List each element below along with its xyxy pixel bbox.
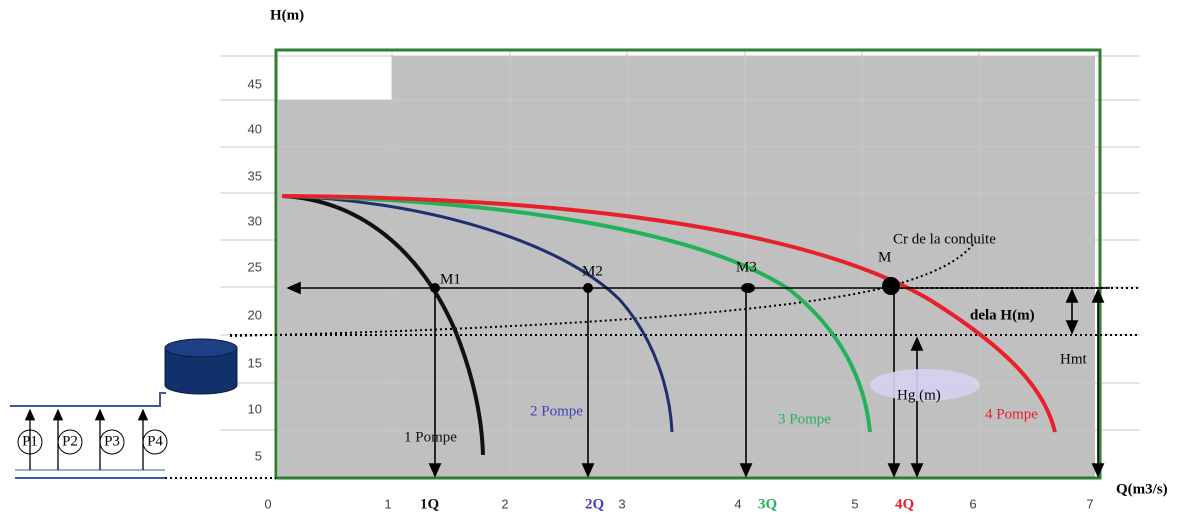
flow-label: 4Q (895, 496, 915, 512)
pipe-curve-label: Cr de la conduite (893, 231, 996, 247)
hmt-label: Hmt (1060, 351, 1088, 367)
point-label: M2 (582, 263, 603, 279)
x-tick-label: 3 (618, 496, 625, 511)
x-tick-label: 2 (501, 496, 508, 511)
y-ticks: 45 40 35 30 25 20 15 10 5 (248, 76, 262, 463)
station: P1 P2 P3 P4 (10, 339, 237, 478)
pump-diagram: 45 40 35 30 25 20 15 10 5 0 1 2 3 4 5 6 … (0, 0, 1203, 524)
point-label: M1 (440, 271, 461, 287)
x-tick-label: 4 (734, 496, 741, 511)
x-tick-label: 0 (264, 496, 271, 511)
point (583, 283, 593, 293)
y-tick-label: 25 (248, 259, 262, 274)
y-tick-label: 30 (248, 213, 262, 228)
pump-label: P1 (22, 433, 38, 449)
point (430, 283, 440, 293)
y-axis-title: H(m) (270, 7, 304, 23)
point-label: M3 (736, 259, 757, 275)
x-tick-label: 7 (1086, 496, 1093, 511)
x-axis-title: Q(m3/s) (1116, 481, 1168, 497)
y-tick-label: 20 (248, 307, 262, 322)
y-tick-label: 15 (248, 355, 262, 370)
flow-label: 1Q (420, 496, 440, 512)
point (741, 283, 755, 293)
pump-label: P3 (104, 433, 120, 449)
curve-label: 3 Pompe (778, 411, 831, 427)
flow-label: 3Q (758, 496, 778, 512)
curve-label: 4 Pompe (985, 406, 1038, 422)
x-tick-label: 6 (969, 496, 976, 511)
hg-label: Hg (m) (897, 387, 941, 403)
point (882, 277, 900, 295)
x-ticks: 0 1 2 3 4 5 6 7 (264, 496, 1093, 511)
x-tick-label: 5 (851, 496, 858, 511)
curve-label: 2 Pompe (530, 403, 583, 419)
delta-h-label: dela H(m) (970, 307, 1035, 323)
y-tick-label: 10 (248, 401, 262, 416)
x-tick-label: 1 (384, 496, 391, 511)
curve-label: 1 Pompe (404, 429, 457, 445)
y-tick-label: 35 (248, 168, 262, 183)
y-tick-label: 40 (248, 121, 262, 136)
pump-label: P4 (147, 433, 163, 449)
pump-label: P2 (62, 433, 78, 449)
y-tick-label: 5 (255, 448, 262, 463)
y-tick-label: 45 (248, 76, 262, 91)
flow-label: 2Q (585, 496, 605, 512)
plot-fill (278, 56, 1095, 478)
point-label: M (878, 249, 891, 265)
